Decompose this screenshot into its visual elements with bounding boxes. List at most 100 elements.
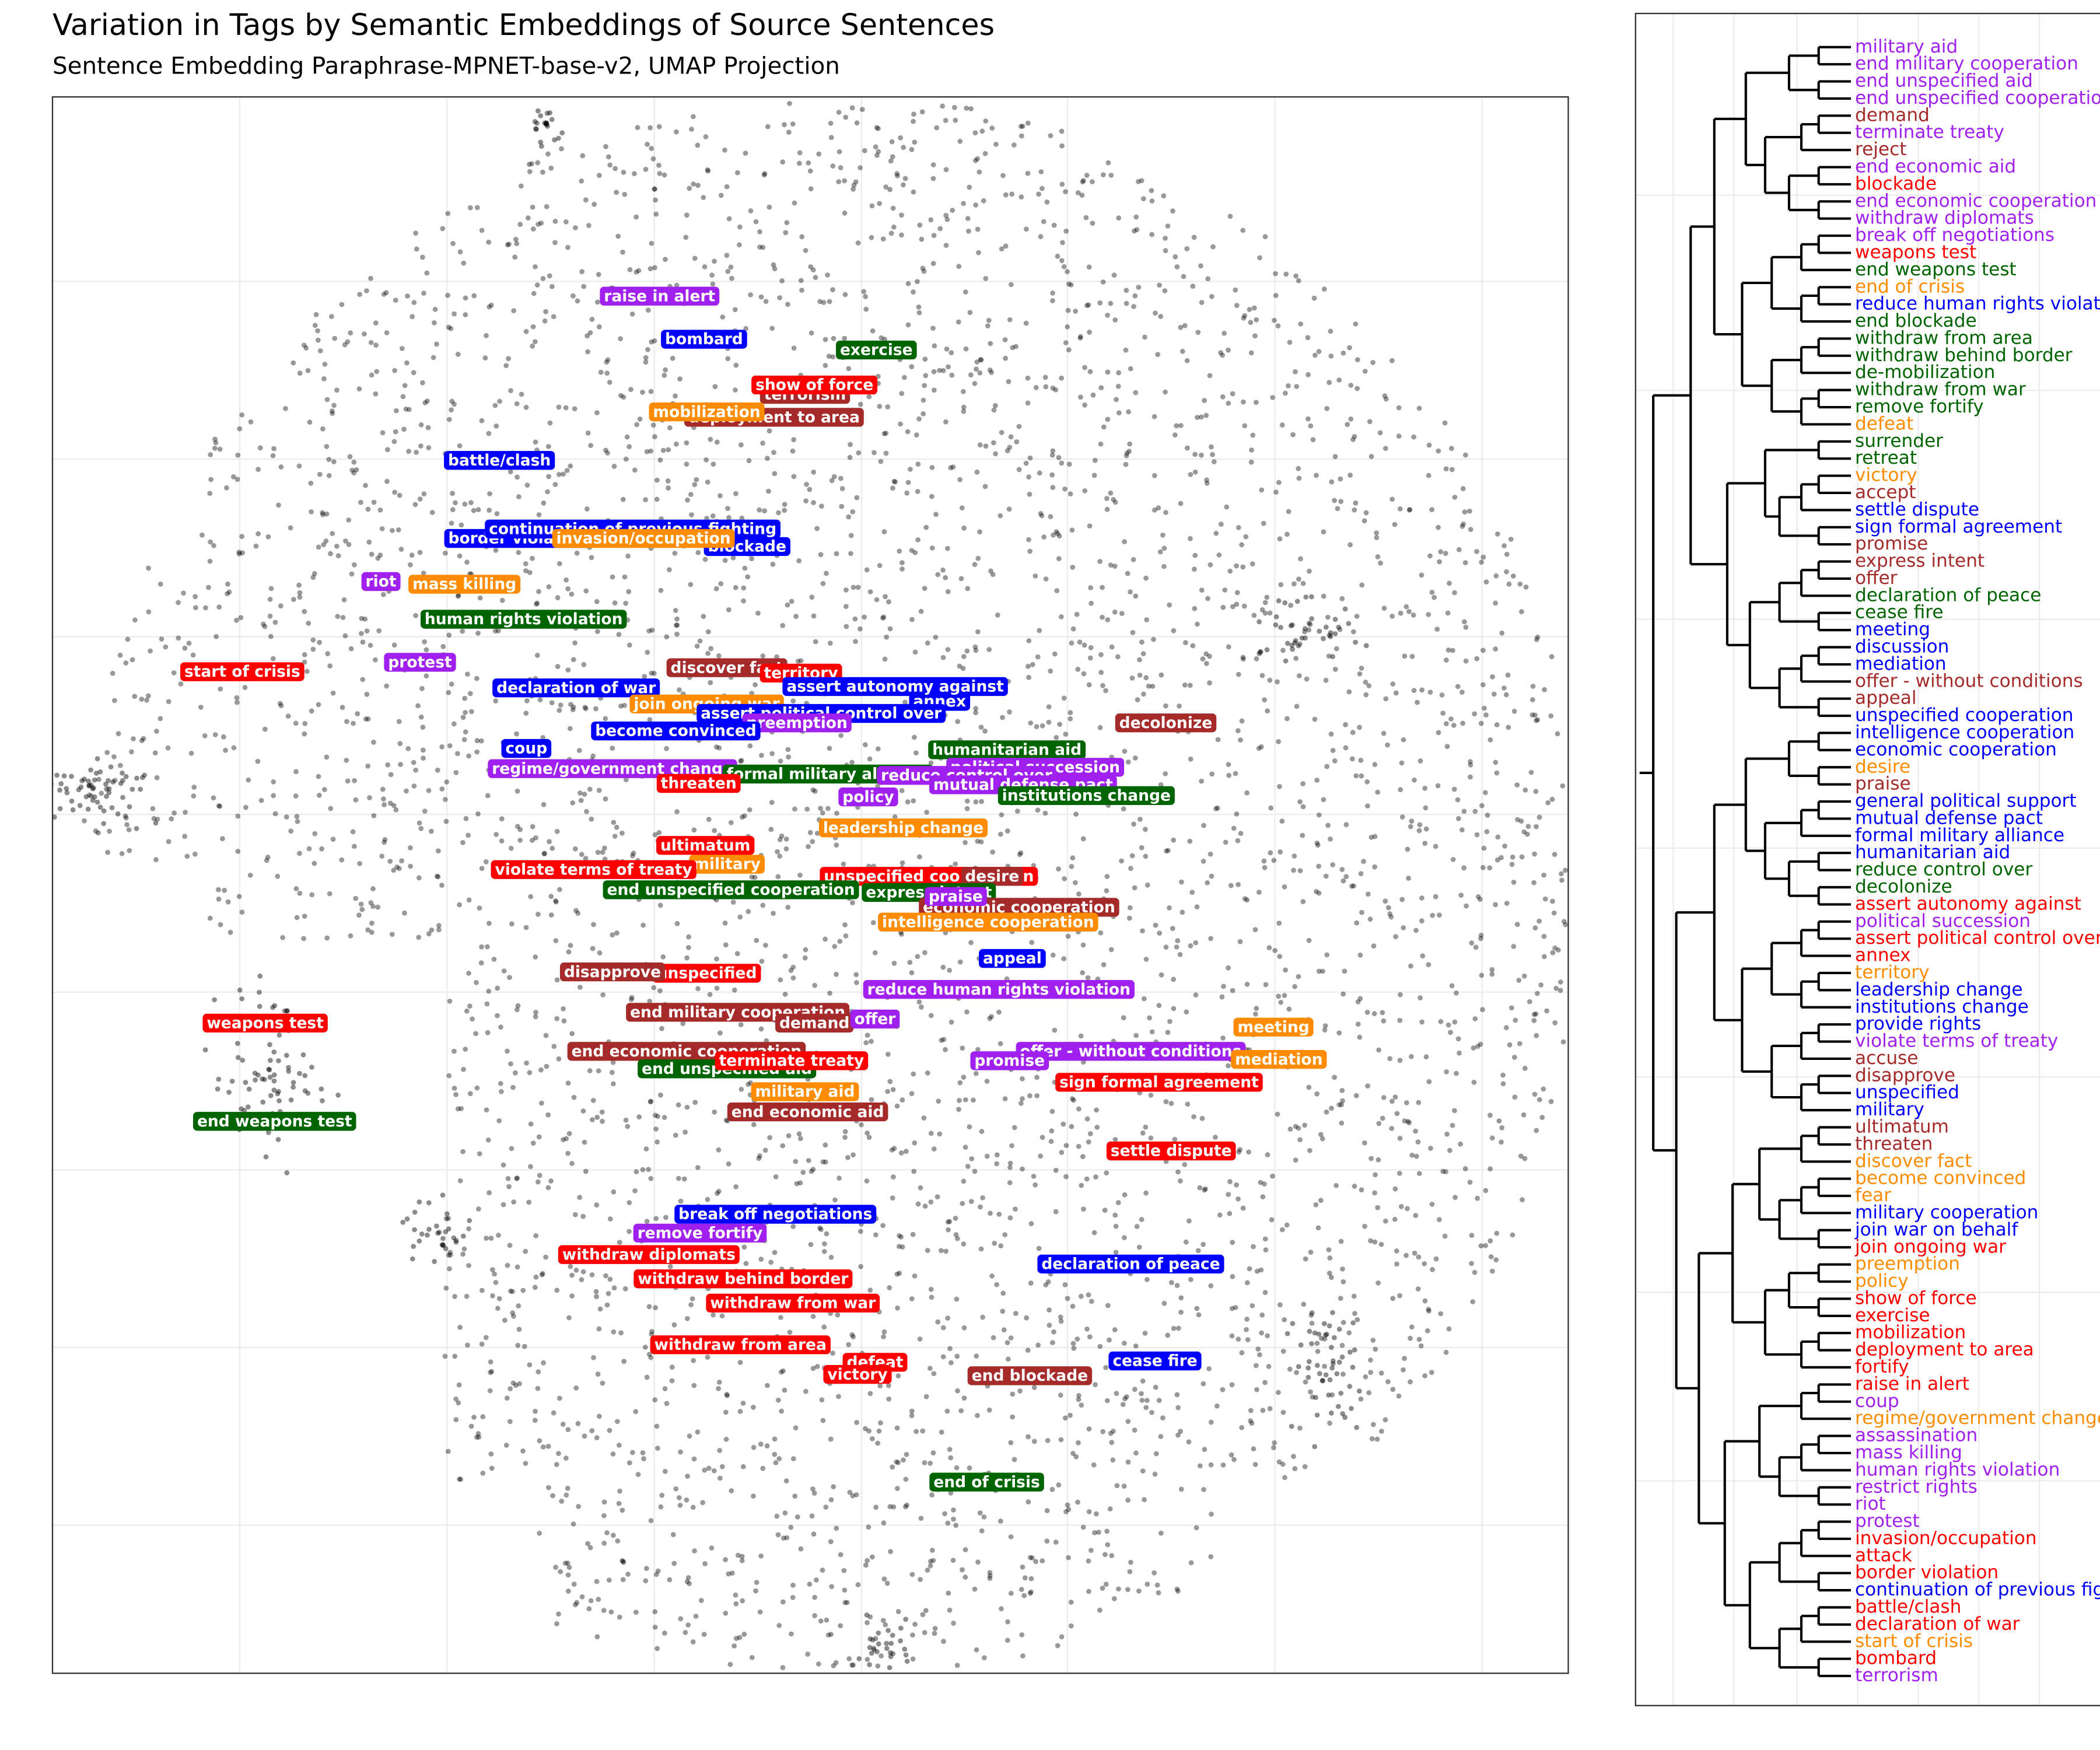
point (411, 300, 417, 305)
point (867, 1636, 873, 1642)
point (276, 1032, 282, 1038)
point (448, 1252, 453, 1258)
point (836, 110, 842, 115)
point (1257, 649, 1263, 655)
point (973, 710, 978, 716)
point (1002, 337, 1008, 342)
point (394, 864, 400, 870)
point (324, 754, 330, 760)
point (1399, 760, 1405, 766)
point (1266, 1364, 1272, 1369)
point (1078, 334, 1083, 340)
point (207, 491, 213, 496)
point (494, 424, 499, 429)
point (559, 146, 564, 152)
tag-text: assert autonomy against (786, 678, 1004, 696)
point (539, 144, 544, 149)
point (935, 572, 941, 578)
point (552, 482, 558, 487)
point (588, 443, 593, 448)
point (797, 872, 803, 878)
point (1368, 1156, 1374, 1161)
point (271, 1078, 277, 1084)
point (1071, 1346, 1077, 1351)
point (544, 110, 550, 116)
point (751, 1444, 757, 1450)
point (775, 874, 781, 880)
point (1300, 580, 1306, 586)
point (1140, 1130, 1146, 1136)
point (1328, 1410, 1334, 1416)
point (570, 800, 576, 806)
point (79, 778, 85, 783)
point (545, 1112, 551, 1118)
point (922, 950, 928, 956)
point (556, 472, 562, 477)
point (1144, 1277, 1150, 1282)
point (1058, 1318, 1064, 1324)
point (770, 562, 776, 567)
point (1026, 120, 1031, 126)
point (943, 1046, 948, 1052)
point (1205, 596, 1210, 601)
point (1061, 264, 1067, 270)
point (1222, 331, 1227, 336)
point (1248, 459, 1254, 465)
point (862, 148, 867, 153)
tag-text: end economic aid (732, 1103, 884, 1121)
point (536, 1134, 542, 1140)
point (701, 614, 706, 620)
point (1012, 1457, 1017, 1462)
point (1475, 1195, 1480, 1201)
point (58, 781, 64, 786)
point (1306, 1365, 1311, 1371)
point (1342, 606, 1348, 612)
point (897, 1270, 902, 1276)
point (1406, 1120, 1412, 1125)
point (614, 824, 620, 830)
point (1362, 518, 1367, 524)
point (753, 1588, 758, 1594)
point (1242, 423, 1248, 429)
point (294, 915, 300, 921)
point (1418, 1343, 1424, 1349)
point (1381, 730, 1387, 736)
point (1382, 446, 1388, 452)
point (888, 1549, 893, 1555)
point (184, 853, 190, 859)
point (1422, 841, 1428, 846)
point (891, 1146, 897, 1152)
point (1157, 549, 1163, 555)
point (1365, 891, 1371, 897)
point (1316, 890, 1322, 896)
point (664, 634, 670, 640)
point (1310, 1394, 1315, 1400)
point (984, 1153, 990, 1159)
point (1061, 956, 1067, 961)
point (1093, 1174, 1098, 1180)
point (777, 295, 782, 300)
point (212, 997, 218, 1003)
point (849, 1662, 855, 1668)
point (956, 1107, 961, 1112)
point (1298, 556, 1303, 562)
point (1027, 492, 1032, 497)
point (1185, 1101, 1191, 1107)
point (1306, 416, 1311, 422)
point (648, 1176, 654, 1181)
point (564, 219, 569, 225)
point (1122, 1396, 1128, 1402)
point (1306, 621, 1312, 626)
tag-text: show of force (755, 376, 873, 394)
point (790, 975, 796, 981)
point (256, 1072, 261, 1078)
point (1304, 676, 1310, 682)
point (1028, 720, 1034, 726)
tag: decolonize (1115, 713, 1217, 733)
point (523, 561, 528, 566)
point (1508, 1005, 1514, 1011)
point (1108, 1430, 1114, 1436)
point (295, 818, 300, 824)
point (436, 923, 442, 928)
point (544, 1063, 550, 1069)
